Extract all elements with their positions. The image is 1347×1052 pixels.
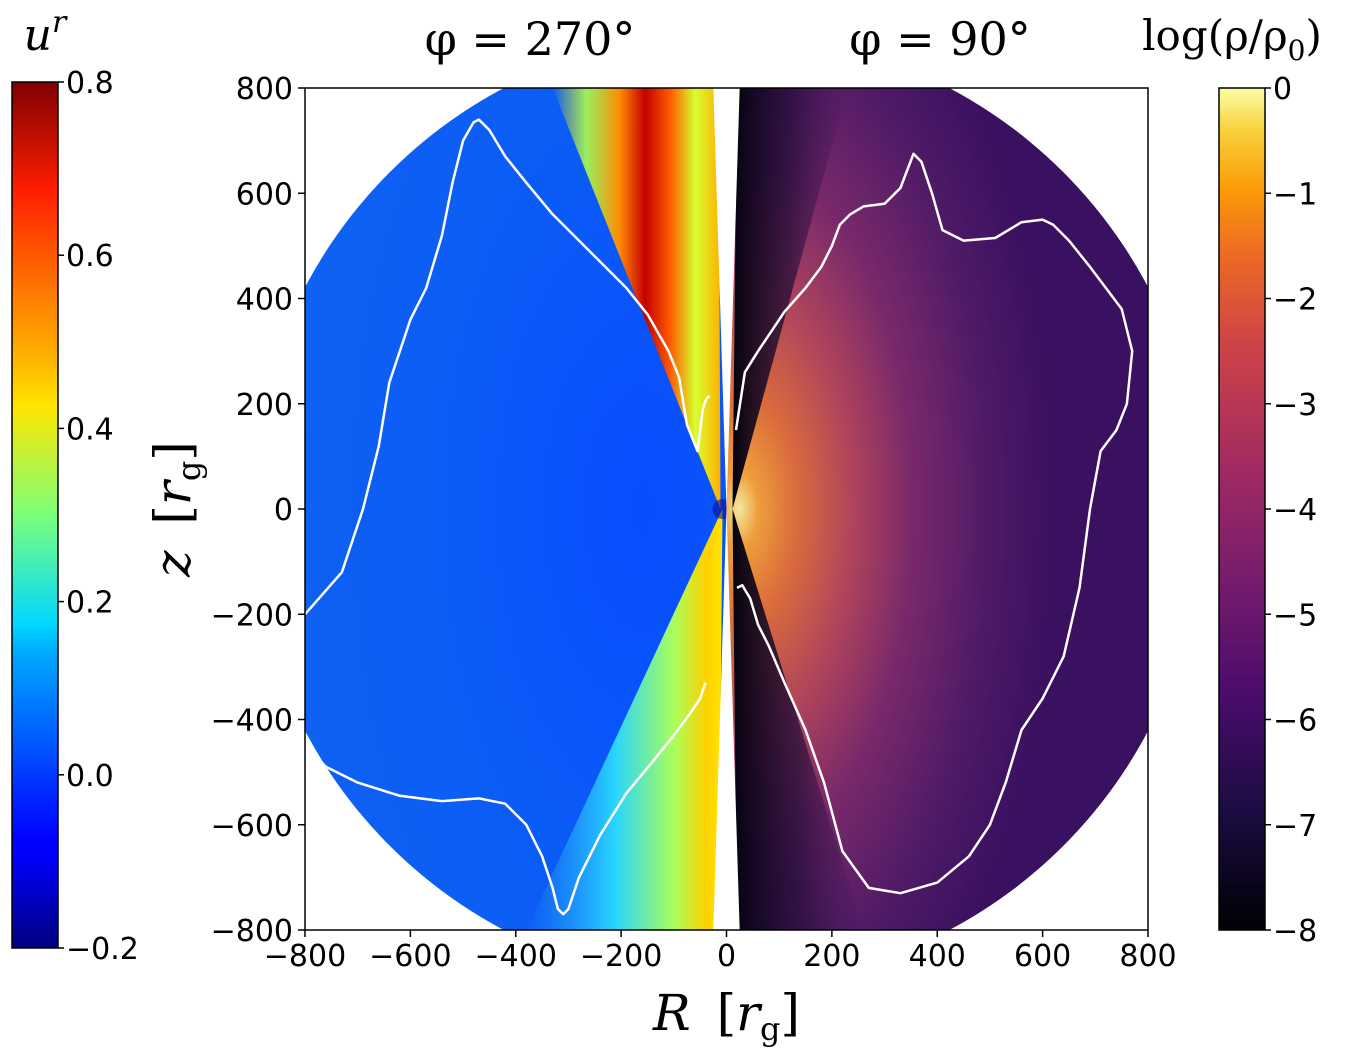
left-colorbar-tick-label: 0.4 [66, 412, 114, 447]
right-lower-low-density-wedge [732, 509, 864, 930]
y-axis-label-bracket-close: ] [144, 441, 202, 461]
x-tick-label: 0 [717, 939, 736, 974]
right-colorbar-tick-label: −8 [1273, 914, 1317, 949]
left-lower-contour [304, 682, 707, 916]
x-axis-label: R [rg] [652, 984, 800, 1048]
y-axis-ticks: 800 600 400 200 0 −200 −400 −600 −800 [211, 72, 305, 949]
right-contour [734, 152, 1134, 895]
right-colorbar-label-sub: 0 [1288, 34, 1306, 67]
x-tick-label: −600 [369, 939, 451, 974]
y-axis-label-bracket-open: [ [144, 505, 202, 525]
x-axis-label-unit: r [736, 984, 763, 1042]
left-colorbar-tick-label: 0.0 [66, 759, 114, 794]
y-tick-label: 800 [236, 72, 293, 107]
left-colorbar-tick-label: −0.2 [66, 932, 139, 967]
x-axis-label-bracket-close: ] [780, 984, 800, 1042]
x-tick-label: −400 [475, 939, 557, 974]
right-colorbar-tick-label: −5 [1273, 598, 1317, 633]
right-colorbar-tick-label: −1 [1273, 177, 1317, 212]
right-colorbar-label-close: ) [1305, 11, 1321, 60]
x-tick-label: 200 [803, 939, 860, 974]
right-colorbar [1218, 87, 1266, 931]
contour-layer [304, 118, 1134, 916]
right-colorbar-tick-label: 0 [1273, 72, 1292, 107]
right-colorbar-tick-label: −3 [1273, 388, 1317, 423]
y-axis-label-symbol: z [144, 550, 202, 578]
left-colorbar [11, 81, 59, 949]
right-colorbar-label-text: log(ρ/ρ [1142, 11, 1288, 60]
polar-gap-bottom [713, 509, 740, 930]
y-axis-label: z [rg] [144, 441, 208, 578]
right-panel-title: φ = 90° [849, 12, 1031, 66]
y-tick-label: −600 [211, 809, 293, 844]
right-colorbar-tick-label: −6 [1273, 704, 1317, 739]
plot-area [305, 88, 1148, 930]
left-upper-outflow-wedge [552, 88, 721, 509]
left-colorbar-label: ur [24, 5, 68, 61]
left-field [305, 88, 727, 930]
left-upper-contour [304, 118, 711, 616]
x-axis-label-unit-sub: g [760, 1010, 780, 1048]
y-tick-label: 200 [236, 388, 293, 423]
x-axis-ticks: −800 −600 −400 −200 0 200 400 600 800 [264, 930, 1177, 974]
x-tick-label: −200 [580, 939, 662, 974]
left-colorbar-tick-label: 0.8 [66, 66, 114, 101]
left-core [712, 499, 727, 519]
left-colorbar-label-base: u [24, 10, 52, 61]
y-tick-label: 400 [236, 283, 293, 318]
right-field [726, 88, 1148, 930]
right-colorbar-tick-label: −2 [1273, 283, 1317, 318]
y-tick-label: −200 [211, 598, 293, 633]
x-axis-label-symbol: R [652, 984, 691, 1042]
y-tick-label: −400 [211, 704, 293, 739]
left-colorbar-tick-label: 0.6 [66, 239, 114, 274]
right-upper-low-density-wedge [732, 88, 848, 509]
left-colorbar-tick-label: 0.2 [66, 586, 114, 621]
x-axis-label-bracket-open: [ [717, 984, 737, 1042]
x-tick-label: 600 [1014, 939, 1071, 974]
y-axis-label-unit: r [144, 478, 202, 505]
y-tick-label: −800 [211, 914, 293, 949]
polar-gap-top [713, 88, 740, 509]
right-colorbar-ticks: 0 −1 −2 −3 −4 −5 −6 −7 −8 [1265, 72, 1317, 949]
x-tick-label: −800 [264, 939, 346, 974]
right-colorbar-tick-label: −4 [1273, 493, 1317, 528]
y-tick-label: 0 [274, 493, 293, 528]
left-panel-title: φ = 270° [425, 12, 636, 66]
y-axis-label-unit-sub: g [170, 461, 208, 481]
x-tick-label: 800 [1119, 939, 1176, 974]
right-colorbar-label: log(ρ/ρ0) [1142, 11, 1322, 67]
left-colorbar-ticks: 0.8 0.6 0.4 0.2 0.0 −0.2 [58, 66, 139, 967]
y-tick-label: 600 [236, 177, 293, 212]
right-colorbar-tick-label: −7 [1273, 809, 1317, 844]
left-lower-outflow-wedge [526, 509, 723, 930]
left-colorbar-label-sup: r [52, 5, 68, 40]
x-tick-label: 400 [909, 939, 966, 974]
